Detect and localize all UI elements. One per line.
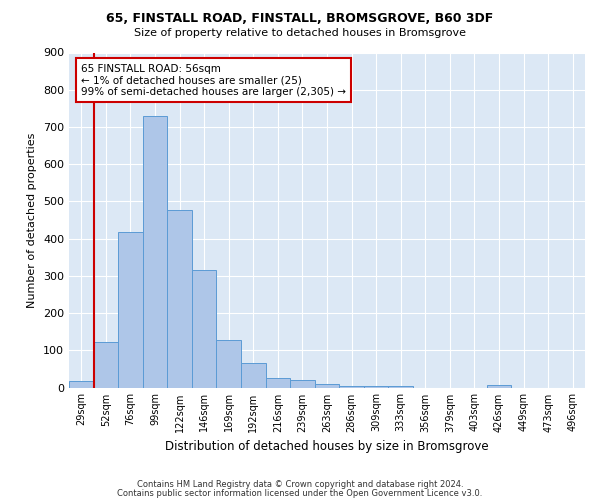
Bar — [364, 386, 388, 388]
Bar — [192, 270, 217, 388]
Text: Contains HM Land Registry data © Crown copyright and database right 2024.: Contains HM Land Registry data © Crown c… — [137, 480, 463, 489]
Text: 65, FINSTALL ROAD, FINSTALL, BROMSGROVE, B60 3DF: 65, FINSTALL ROAD, FINSTALL, BROMSGROVE,… — [106, 12, 494, 26]
Bar — [118, 232, 143, 388]
Bar — [315, 384, 339, 388]
Text: 65 FINSTALL ROAD: 56sqm
← 1% of detached houses are smaller (25)
99% of semi-det: 65 FINSTALL ROAD: 56sqm ← 1% of detached… — [81, 64, 346, 97]
Bar — [339, 386, 364, 388]
Text: Contains public sector information licensed under the Open Government Licence v3: Contains public sector information licen… — [118, 488, 482, 498]
Bar — [266, 378, 290, 388]
Bar — [167, 210, 192, 388]
Text: Size of property relative to detached houses in Bromsgrove: Size of property relative to detached ho… — [134, 28, 466, 38]
Bar — [94, 342, 118, 388]
Bar — [143, 116, 167, 388]
Bar — [241, 364, 266, 388]
Bar — [69, 381, 94, 388]
Bar — [487, 385, 511, 388]
Bar — [388, 386, 413, 388]
Bar — [290, 380, 315, 388]
X-axis label: Distribution of detached houses by size in Bromsgrove: Distribution of detached houses by size … — [165, 440, 489, 453]
Y-axis label: Number of detached properties: Number of detached properties — [28, 132, 37, 308]
Bar — [217, 340, 241, 388]
